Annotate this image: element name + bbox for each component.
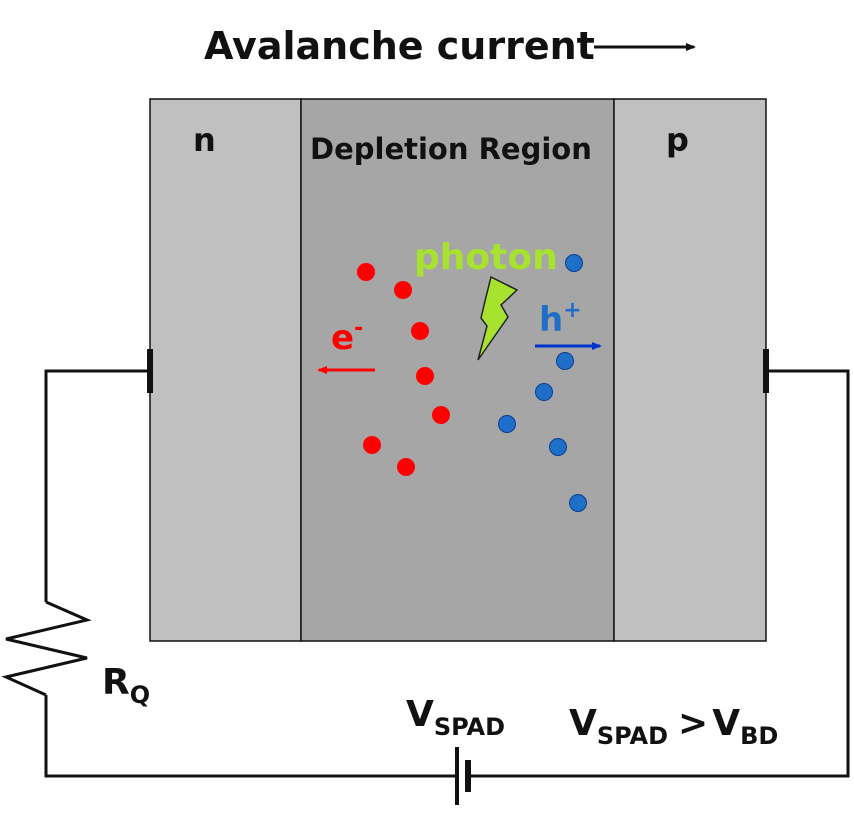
left-wire-bottom <box>44 695 457 778</box>
photon-label: photon <box>414 237 558 278</box>
quench-resistor-sub: Q <box>130 681 150 709</box>
quench-resistor <box>1 600 92 697</box>
condition-right-base: V <box>712 703 740 744</box>
hole-group <box>498 254 587 512</box>
source-voltage-label: VSPAD <box>406 694 505 741</box>
electron <box>411 322 429 340</box>
p-region <box>613 98 767 642</box>
source-voltage-sub: SPAD <box>434 713 505 741</box>
electron <box>397 458 415 476</box>
avalanche-current-title: Avalanche current <box>204 24 595 68</box>
source-voltage-base: V <box>406 694 434 735</box>
condition-operator: > <box>678 703 708 744</box>
electron <box>394 281 412 299</box>
hole <box>549 438 567 456</box>
hole <box>556 352 574 370</box>
electron-label-base: e <box>331 318 354 358</box>
electron-label: e- <box>331 316 363 358</box>
electron <box>363 436 381 454</box>
hole <box>565 254 583 272</box>
electron-label-sup: - <box>354 316 363 341</box>
n-region-label: n <box>193 121 216 159</box>
electron-group <box>357 263 450 476</box>
hole-label-base: h <box>539 300 563 340</box>
hole <box>498 415 516 433</box>
hole <box>569 494 587 512</box>
electron <box>416 367 434 385</box>
photon-lightning-icon <box>477 275 519 361</box>
depletion-region-label: Depletion Region <box>310 132 592 166</box>
condition-left-sub: SPAD <box>597 722 668 750</box>
hole-label-sup: + <box>563 298 581 323</box>
breakdown-condition-label: VSPAD > VBD <box>569 703 778 750</box>
right-wire <box>468 369 850 778</box>
electron <box>357 263 375 281</box>
condition-right-sub: BD <box>740 722 778 750</box>
quench-resistor-label: RQ <box>102 662 150 709</box>
electron <box>432 406 450 424</box>
hole-label: h+ <box>539 298 582 340</box>
hole <box>535 383 553 401</box>
p-region-label: p <box>666 121 689 159</box>
left-wire-top <box>44 369 150 602</box>
quench-resistor-base: R <box>102 662 130 703</box>
n-region <box>149 98 302 642</box>
condition-left-base: V <box>569 703 597 744</box>
